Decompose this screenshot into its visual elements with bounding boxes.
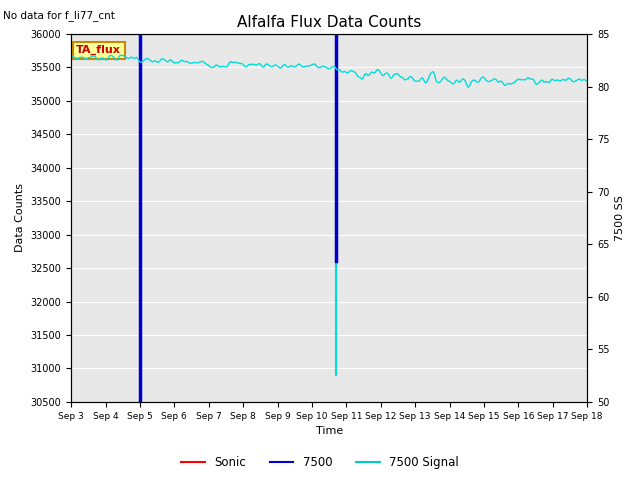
Y-axis label: Data Counts: Data Counts — [15, 183, 25, 252]
Y-axis label: 7500 SS: 7500 SS — [615, 195, 625, 241]
Text: No data for f_li77_cnt: No data for f_li77_cnt — [3, 10, 115, 21]
X-axis label: Time: Time — [316, 426, 343, 436]
Title: Alfalfa Flux Data Counts: Alfalfa Flux Data Counts — [237, 15, 421, 30]
Text: TA_flux: TA_flux — [76, 45, 121, 55]
Legend: Sonic, 7500, 7500 Signal: Sonic, 7500, 7500 Signal — [177, 452, 463, 474]
